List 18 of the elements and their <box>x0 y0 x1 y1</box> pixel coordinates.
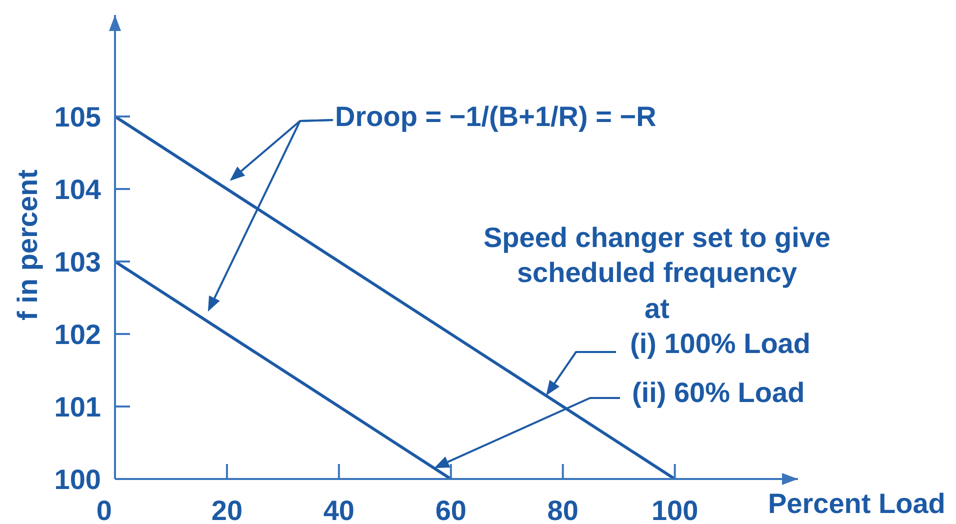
x-tick-label: 20 <box>211 495 243 524</box>
y-tick-label: 104 <box>54 174 102 205</box>
y-tick-label: 101 <box>54 392 101 422</box>
annotation: Droop = −1/(B+1/R) = −R <box>335 101 656 132</box>
x-tick-label: 80 <box>547 495 578 524</box>
x-tick-label: 100 <box>651 495 698 524</box>
y-tick-label: 105 <box>54 102 101 132</box>
x-axis-title: Percent Load <box>768 488 946 520</box>
x-tick-label: 60 <box>435 495 466 524</box>
x-tick-label: 40 <box>323 495 355 524</box>
annotation: (i) 100% Load <box>630 328 810 360</box>
annotation: Speed changer set to give scheduled frequency at <box>482 220 832 326</box>
x-tick-label: 0 <box>96 495 112 524</box>
y-tick-label: 103 <box>54 246 101 278</box>
y-tick-label: 100 <box>54 464 101 495</box>
y-tick-label: 102 <box>54 319 101 350</box>
annotation: (ii) 60% Load <box>632 377 805 408</box>
y-axis-title: f in percent <box>12 168 43 322</box>
